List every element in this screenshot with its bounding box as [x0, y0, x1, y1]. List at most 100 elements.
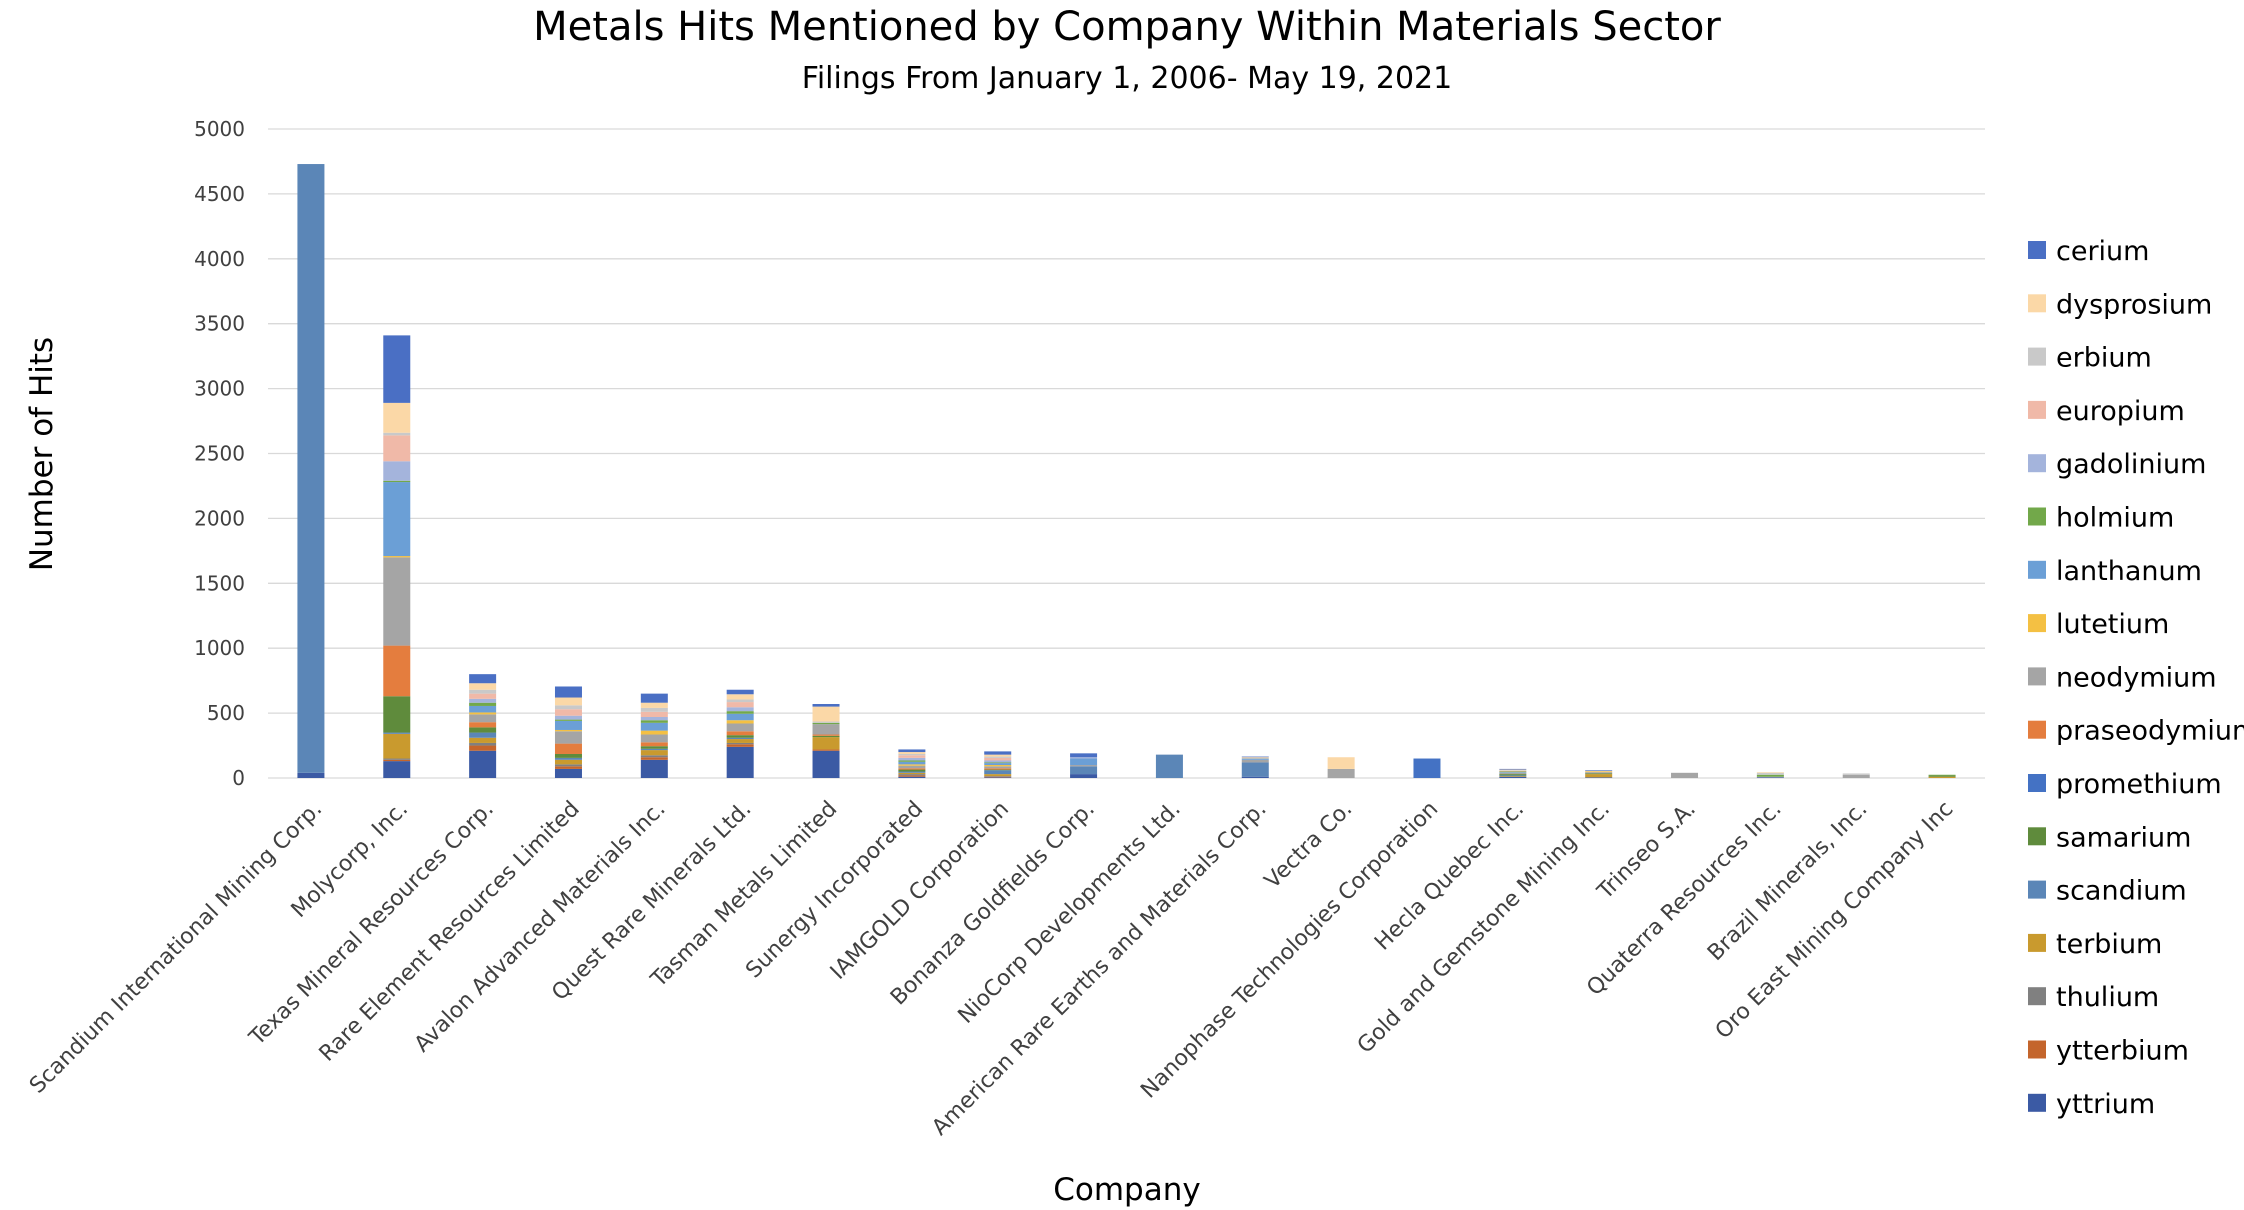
legend-label: holmium — [2056, 503, 2174, 534]
legend-item-lanthanum: lanthanum — [2028, 556, 2202, 587]
legend-swatch — [2028, 720, 2046, 739]
legend-swatch — [2028, 454, 2046, 473]
bar-segment-erbium — [984, 756, 1012, 758]
legend-swatch — [2028, 827, 2046, 846]
y-tick-label: 500 — [207, 701, 245, 725]
bar-segment-scandium — [726, 737, 754, 740]
bar-segment-praseodymium — [383, 645, 411, 697]
legend-item-europium: europium — [2028, 396, 2185, 427]
bar-segment-europium — [383, 435, 411, 462]
chart-title: Metals Hits Mentioned by Company Within … — [533, 4, 1721, 50]
legend-label: erbium — [2056, 343, 2152, 374]
bar-segment-gadolinium — [726, 707, 754, 712]
bar-segment-thulium — [554, 764, 582, 767]
bar-segment-yttrium — [1070, 774, 1098, 778]
legend-label: thulium — [2056, 982, 2159, 1013]
bar-segment-scandium — [554, 757, 582, 760]
bar-segment-cerium — [554, 686, 582, 698]
bar-stack — [1928, 774, 1956, 778]
bar-segment-ytterbium — [812, 749, 840, 751]
legend-item-cerium: cerium — [2028, 236, 2149, 267]
bar-segment-europium — [898, 755, 926, 758]
legend-item-dysprosium: dysprosium — [2028, 289, 2212, 320]
bars — [297, 164, 1956, 778]
legend-item-samarium: samarium — [2028, 822, 2191, 853]
bar-segment-neodymium — [469, 714, 497, 723]
bar-segment-samarium — [469, 727, 497, 733]
bar-segment-ytterbium — [640, 757, 668, 760]
legend-label: ytterbium — [2056, 1036, 2189, 1067]
bar-segment-dysprosium — [554, 697, 582, 706]
bar-segment-neodymium — [984, 766, 1012, 769]
y-tick-label: 5000 — [194, 117, 245, 141]
y-tick-label: 4000 — [194, 247, 245, 271]
bar-segment-praseodymium — [469, 722, 497, 728]
bar-segment-holmium — [812, 722, 840, 725]
bar-segment-erbium — [726, 699, 754, 703]
legend-swatch — [2028, 614, 2046, 633]
bar-segment-europium — [469, 693, 497, 699]
legend-label: europium — [2056, 396, 2185, 427]
legend-item-thulium: thulium — [2028, 982, 2159, 1013]
bar-segment-terbium — [383, 733, 411, 759]
legend: cerium dysprosium erbium europium gadolinium… — [2028, 236, 2244, 1120]
bar-stack — [297, 164, 325, 778]
bar-stack — [1585, 770, 1613, 778]
bar-segment-samarium — [898, 769, 926, 772]
bar-segment-scandium — [1070, 766, 1098, 775]
bar-segment-samarium — [383, 696, 411, 733]
bar-stack — [726, 689, 754, 778]
bar-segment-thulium — [898, 774, 926, 776]
bar-segment-yttrium — [1241, 776, 1269, 778]
bar-segment-cerium — [383, 335, 411, 403]
bar-segment-gadolinium — [898, 757, 926, 761]
legend-item-yttrium: yttrium — [2028, 1089, 2155, 1120]
bar-segment-neodymium — [1756, 776, 1784, 778]
legend-label: praseodymium — [2056, 716, 2244, 747]
bar-segment-dysprosium — [726, 694, 754, 700]
gridlines — [268, 128, 1985, 779]
bar-segment-samarium — [554, 753, 582, 758]
legend-item-ytterbium: ytterbium — [2028, 1036, 2189, 1067]
bar-segment-ytterbium — [726, 744, 754, 747]
bar-stack — [1070, 753, 1098, 778]
bar-segment-erbium — [383, 432, 411, 436]
bar-stack — [1155, 754, 1183, 778]
bar-segment-scandium — [297, 164, 325, 773]
bar-segment-gadolinium — [383, 461, 411, 481]
bar-segment-lanthanum — [984, 763, 1012, 766]
legend-swatch — [2028, 880, 2046, 899]
bar-segment-scandium — [898, 771, 926, 773]
bar-segment-neodymium — [1327, 768, 1355, 778]
bar-segment-praseodymium — [984, 768, 1012, 770]
bar-segment-yttrium — [898, 776, 926, 778]
y-tick-label: 2500 — [194, 442, 245, 466]
bar-segment-lutetium — [554, 729, 582, 732]
bar-segment-cerium — [812, 704, 840, 707]
x-category-label: Brazil Minerals, Inc. — [1703, 797, 1872, 966]
bar-segment-ytterbium — [469, 745, 497, 751]
bar-segment-dysprosium — [812, 706, 840, 722]
bar-stack — [469, 674, 497, 778]
bar-segment-neodymium — [726, 723, 754, 732]
bar-segment-cerium — [469, 674, 497, 684]
bar-segment-holmium — [1756, 774, 1784, 777]
legend-swatch — [2028, 1093, 2046, 1112]
bar-segment-ytterbium — [383, 759, 411, 762]
bar-segment-yttrium — [297, 772, 325, 778]
bar-segment-erbium — [1842, 773, 1870, 775]
legend-item-praseodymium: praseodymium — [2028, 716, 2244, 747]
legend-item-neodymium: neodymium — [2028, 662, 2217, 693]
x-axis-categories: Scandium International Mining Corp.Molyc… — [25, 797, 1958, 1141]
bar-segment-cerium — [1070, 753, 1098, 758]
bar-segment-promethium — [1413, 758, 1441, 778]
legend-swatch — [2028, 294, 2046, 313]
bar-segment-holmium — [383, 480, 411, 483]
bar-segment-dysprosium — [640, 702, 668, 708]
x-category-label: Scandium International Mining Corp. — [25, 797, 327, 1099]
bar-segment-samarium — [984, 769, 1012, 771]
legend-swatch — [2028, 667, 2046, 686]
bar-stack — [640, 693, 668, 778]
y-axis-ticks: 0 500 1000 1500 2000 2500 3000 3500 4000 4500 5000 — [194, 117, 245, 790]
